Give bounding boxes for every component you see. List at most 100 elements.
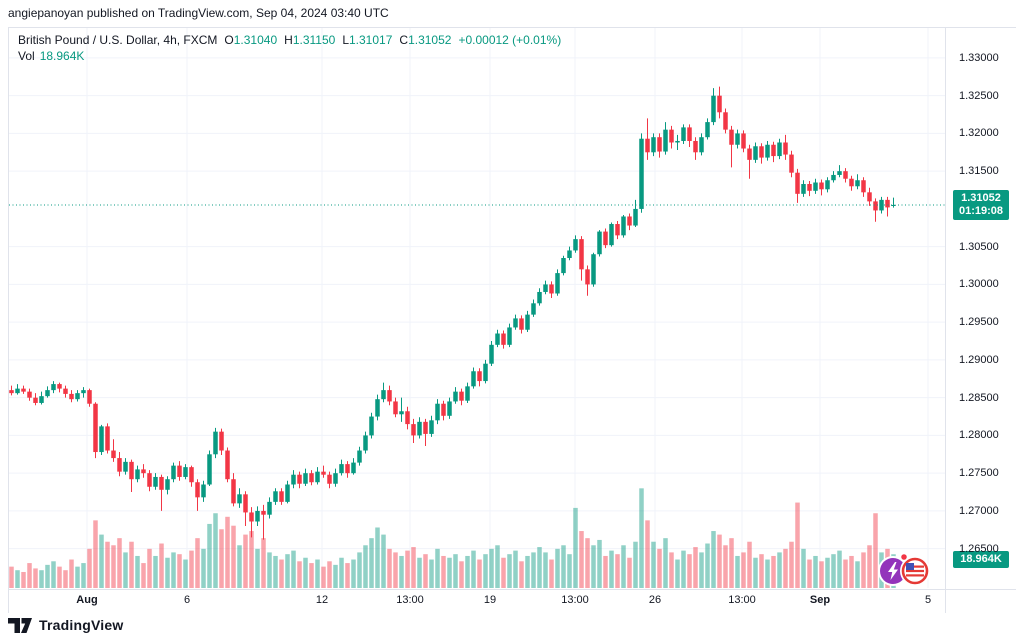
high-value: 1.31150 xyxy=(292,33,336,47)
candle-body xyxy=(891,205,896,206)
candle-body xyxy=(537,291,542,304)
volume-bar xyxy=(405,550,410,588)
volume-bar xyxy=(549,559,554,588)
candle-body xyxy=(519,318,524,330)
time-tick-label: 6 xyxy=(183,594,191,606)
volume-bar xyxy=(519,561,524,588)
candle-body xyxy=(681,127,686,141)
volume-bar xyxy=(543,552,548,588)
chart-legend: British Pound / U.S. Dollar, 4h, FXCM O1.… xyxy=(18,33,561,64)
volume-bar xyxy=(825,557,830,588)
candle-body xyxy=(177,465,182,477)
candle-body xyxy=(783,142,788,155)
candle-body xyxy=(645,138,650,153)
price-tick-label: 1.32500 xyxy=(959,89,999,102)
candle-body xyxy=(345,464,350,474)
candle-body xyxy=(237,494,242,504)
volume-bar xyxy=(615,554,620,588)
candle-body xyxy=(297,474,302,484)
candle-body xyxy=(135,469,140,480)
candle-body xyxy=(573,239,578,251)
candle-body xyxy=(477,371,482,382)
low-value: 1.31017 xyxy=(349,33,393,47)
candle-body xyxy=(459,391,464,401)
footer-brand[interactable]: TradingView xyxy=(39,617,124,633)
volume-bar xyxy=(555,548,560,588)
volume-bar xyxy=(177,554,182,588)
tradingview-logo-icon[interactable] xyxy=(8,617,32,633)
volume-bar xyxy=(585,538,590,588)
candle-body xyxy=(111,450,116,459)
volume-bar xyxy=(75,566,80,588)
price-axis[interactable]: 1.31052 01:19:08 18.964K 1.33000 1.32500 1… xyxy=(945,28,1016,589)
volume-bar xyxy=(21,571,26,588)
candle-body xyxy=(735,133,740,145)
candle-body xyxy=(423,421,428,434)
candle-body xyxy=(483,363,488,382)
candle-body xyxy=(291,474,296,485)
volume-bar xyxy=(183,559,188,588)
candle-body xyxy=(819,182,824,190)
candle-body xyxy=(249,512,254,522)
lightning-event-icon[interactable] xyxy=(878,556,908,586)
volume-bar xyxy=(561,545,566,588)
us-flag-economic-event-icon[interactable] xyxy=(899,552,930,587)
time-axis[interactable]: Aug 6 12 13:00 19 13:00 26 13:00 Sep 5 xyxy=(9,589,945,613)
price-tick-label: 1.32000 xyxy=(959,127,999,140)
volume-bar xyxy=(99,534,104,588)
candle-body xyxy=(375,399,380,417)
chart-pane[interactable]: British Pound / U.S. Dollar, 4h, FXCM O1.… xyxy=(9,28,945,589)
volume-bar xyxy=(147,548,152,588)
candle-body xyxy=(579,239,584,270)
price-tick-label: 1.31500 xyxy=(959,165,999,178)
volume-bar xyxy=(705,543,710,588)
volume-bar xyxy=(663,538,668,588)
volume-bar xyxy=(15,570,20,588)
event-markers[interactable] xyxy=(875,550,933,588)
volume-bar xyxy=(819,561,824,588)
volume-bar xyxy=(69,559,74,588)
candle-body xyxy=(333,473,338,484)
price-tick-label: 1.29000 xyxy=(959,353,999,366)
volume-bar xyxy=(387,548,392,588)
candle-body xyxy=(693,140,698,153)
volume-bar xyxy=(51,561,56,588)
open-label: O xyxy=(224,33,234,47)
bar-countdown: 01:19:08 xyxy=(958,205,1004,217)
candle-body xyxy=(339,464,344,474)
volume-bar xyxy=(501,557,506,588)
candle-body xyxy=(825,180,830,190)
volume-bar xyxy=(123,552,128,588)
volume-bar xyxy=(153,555,158,588)
candle-body xyxy=(183,467,188,477)
volume-bar xyxy=(255,548,260,588)
volume-bar xyxy=(315,559,320,588)
candle-body xyxy=(387,390,392,402)
candle-body xyxy=(723,112,728,130)
volume-bar xyxy=(411,547,416,588)
volume-bar xyxy=(423,554,428,588)
volume-bar xyxy=(489,548,494,588)
price-tick-label: 1.27000 xyxy=(959,504,999,517)
volume-bar xyxy=(303,557,308,588)
candle-body xyxy=(141,469,146,474)
candle-body xyxy=(15,388,20,394)
volume-bar xyxy=(237,545,242,588)
volume-bar xyxy=(231,525,236,588)
volume-value: 18.964K xyxy=(39,49,85,63)
candlestick-chart[interactable] xyxy=(9,28,945,589)
candle-body xyxy=(687,127,692,141)
candle-body xyxy=(117,458,122,472)
volume-bar xyxy=(693,547,698,588)
candle-body xyxy=(327,474,332,484)
volume-bar xyxy=(201,548,206,588)
candle-body xyxy=(285,484,290,502)
candle-body xyxy=(105,426,110,451)
candle-body xyxy=(207,454,212,485)
volume-bar xyxy=(219,529,224,588)
candle-body xyxy=(759,146,764,158)
volume-bar xyxy=(813,555,818,588)
candle-body xyxy=(771,144,776,157)
volume-bar xyxy=(363,545,368,588)
